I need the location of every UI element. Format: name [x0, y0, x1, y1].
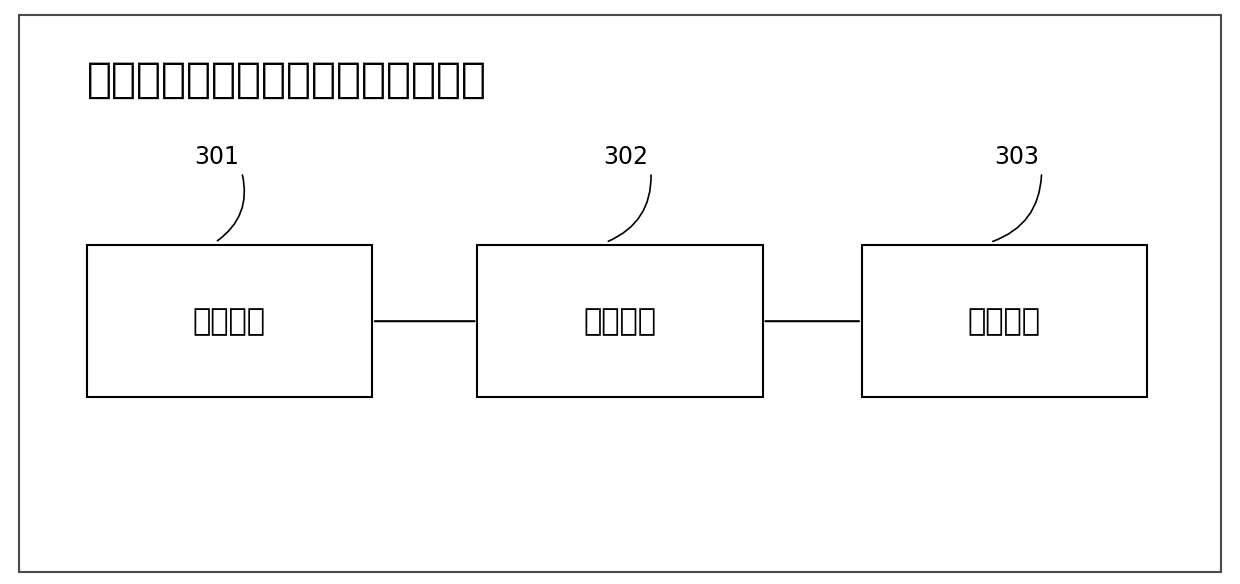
Text: 判断模块: 判断模块: [584, 307, 656, 336]
Bar: [87, 245, 372, 397]
Text: 303: 303: [994, 145, 1039, 169]
Bar: [477, 245, 763, 397]
Text: 获取模块: 获取模块: [193, 307, 265, 336]
Text: 302: 302: [604, 145, 649, 169]
Text: 处理模块: 处理模块: [968, 307, 1040, 336]
Text: 控制网络数据转发平面的系统的装置: 控制网络数据转发平面的系统的装置: [87, 58, 487, 100]
Text: 301: 301: [195, 145, 239, 169]
Bar: [862, 245, 1147, 397]
